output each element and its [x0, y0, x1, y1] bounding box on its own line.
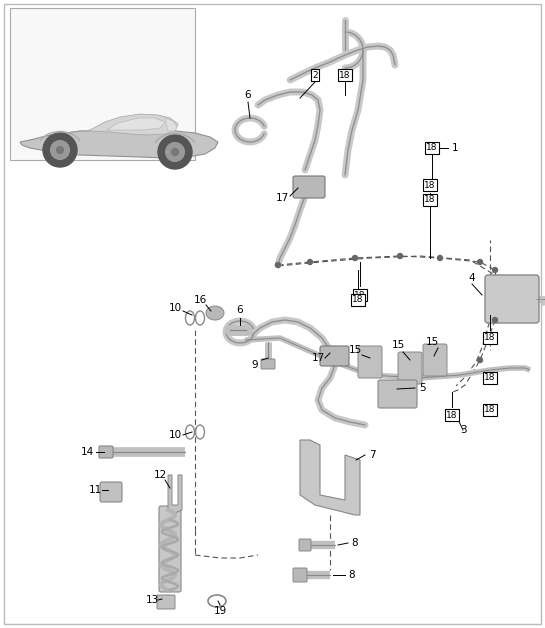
- Polygon shape: [85, 114, 178, 135]
- Text: 18: 18: [485, 406, 496, 414]
- Text: 18: 18: [354, 291, 366, 300]
- Text: 18: 18: [446, 411, 458, 420]
- FancyBboxPatch shape: [358, 346, 382, 378]
- Circle shape: [493, 268, 498, 273]
- Text: 9: 9: [252, 360, 258, 370]
- Circle shape: [57, 146, 63, 153]
- FancyBboxPatch shape: [293, 568, 307, 582]
- Text: 8: 8: [352, 538, 358, 548]
- Text: 6: 6: [237, 305, 243, 315]
- Circle shape: [353, 256, 358, 261]
- Circle shape: [172, 149, 178, 155]
- FancyBboxPatch shape: [299, 539, 311, 551]
- Polygon shape: [300, 440, 360, 515]
- Text: 2: 2: [312, 70, 318, 80]
- Text: 12: 12: [153, 470, 167, 480]
- Circle shape: [51, 141, 69, 160]
- Text: 8: 8: [349, 570, 355, 580]
- Polygon shape: [168, 475, 182, 513]
- Text: 17: 17: [275, 193, 289, 203]
- Text: 3: 3: [459, 425, 467, 435]
- Text: 15: 15: [391, 340, 404, 350]
- Text: 18: 18: [485, 333, 496, 342]
- FancyBboxPatch shape: [261, 359, 275, 369]
- Circle shape: [166, 143, 184, 161]
- Circle shape: [493, 318, 498, 323]
- Text: 18: 18: [485, 374, 496, 382]
- Text: 15: 15: [348, 345, 362, 355]
- Text: 7: 7: [368, 450, 376, 460]
- Text: 17: 17: [311, 353, 325, 363]
- Polygon shape: [165, 118, 177, 131]
- Circle shape: [43, 133, 77, 167]
- Circle shape: [438, 256, 443, 261]
- Text: 6: 6: [245, 90, 251, 100]
- Text: 5: 5: [419, 383, 425, 393]
- Text: 18: 18: [424, 180, 436, 190]
- FancyBboxPatch shape: [485, 275, 539, 323]
- FancyBboxPatch shape: [159, 506, 181, 592]
- FancyBboxPatch shape: [398, 352, 422, 384]
- Text: 18: 18: [352, 296, 364, 305]
- FancyBboxPatch shape: [423, 344, 447, 376]
- Text: 11: 11: [88, 485, 101, 495]
- Text: 4: 4: [469, 273, 475, 283]
- Text: 18: 18: [424, 195, 436, 205]
- Circle shape: [477, 357, 482, 362]
- Text: 16: 16: [193, 295, 207, 305]
- Text: 14: 14: [80, 447, 94, 457]
- Text: 18: 18: [339, 70, 351, 80]
- Circle shape: [477, 259, 482, 264]
- FancyBboxPatch shape: [100, 482, 122, 502]
- FancyBboxPatch shape: [320, 346, 349, 366]
- Circle shape: [276, 263, 281, 268]
- Text: 18: 18: [426, 144, 438, 153]
- Text: 19: 19: [214, 606, 227, 616]
- Text: 10: 10: [168, 430, 181, 440]
- Circle shape: [158, 135, 192, 169]
- Text: 13: 13: [146, 595, 159, 605]
- Text: 10: 10: [168, 303, 181, 313]
- Text: 15: 15: [426, 337, 439, 347]
- Text: 1: 1: [452, 143, 458, 153]
- Circle shape: [486, 337, 491, 342]
- FancyBboxPatch shape: [293, 176, 325, 198]
- Ellipse shape: [206, 306, 224, 320]
- Polygon shape: [20, 130, 218, 158]
- FancyBboxPatch shape: [157, 595, 175, 609]
- FancyBboxPatch shape: [10, 8, 195, 160]
- Polygon shape: [107, 118, 165, 130]
- FancyBboxPatch shape: [99, 446, 113, 458]
- Circle shape: [307, 259, 312, 264]
- Circle shape: [397, 254, 403, 259]
- FancyBboxPatch shape: [378, 380, 417, 408]
